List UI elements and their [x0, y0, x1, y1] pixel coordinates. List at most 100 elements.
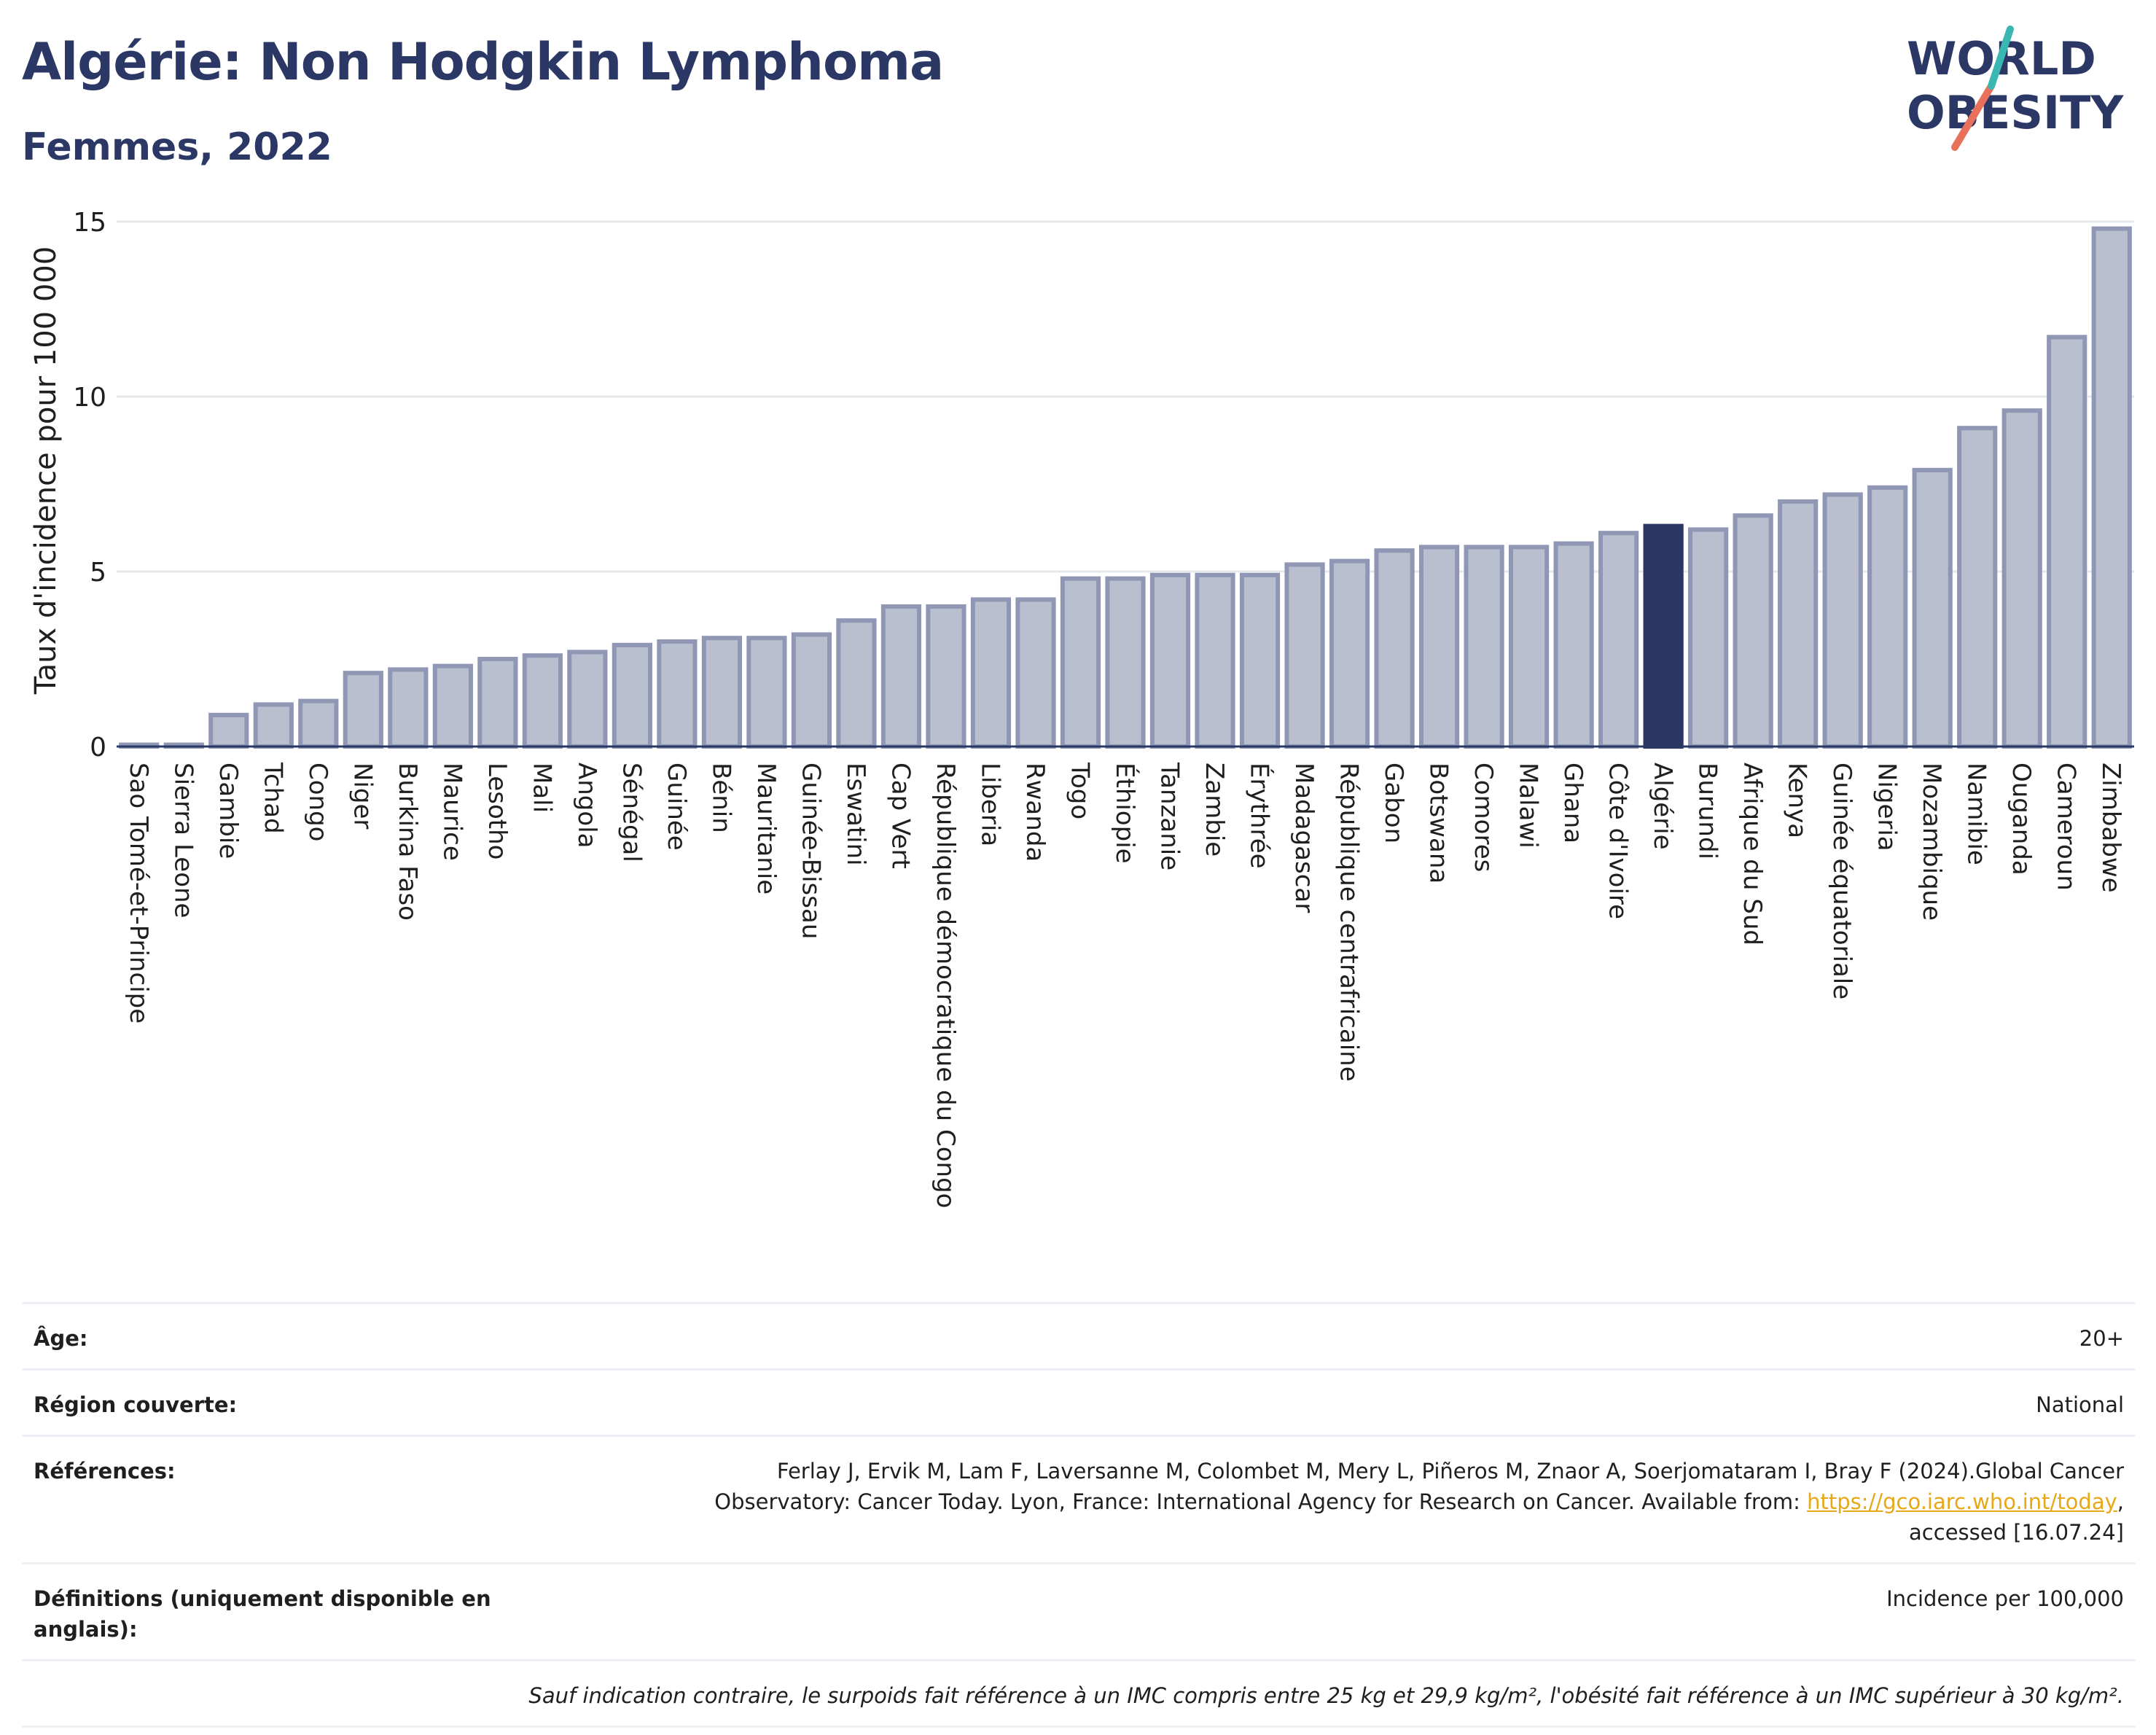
bars: [119, 226, 2132, 749]
x-tick-label: Guinée-Bissau: [796, 763, 825, 939]
x-tick-label: Burkina Faso: [393, 763, 422, 921]
x-tick-label: Bénin: [706, 763, 735, 833]
bar: [1015, 597, 1056, 749]
bar: [746, 636, 787, 749]
bar: [1733, 513, 1773, 749]
x-tick-label: Cameroun: [2052, 763, 2081, 891]
x-tick-label: Malawi: [1514, 763, 1543, 849]
x-tick-label: Gabon: [1379, 763, 1408, 843]
logo-slash-teal: [1988, 26, 2014, 90]
references-line-2-text: Observatory: Cancer Today. Lyon, France:…: [714, 1489, 1808, 1514]
age-value: 20+: [2079, 1326, 2124, 1351]
x-tick-label: Mozambique: [1917, 763, 1946, 921]
bar: [1598, 531, 1639, 749]
y-tick-label: 0: [90, 733, 106, 763]
x-tick-label: Afrique du Sud: [1738, 763, 1767, 946]
bar-highlight: [1643, 523, 1684, 749]
x-tick-label: Angola: [572, 763, 601, 848]
x-tick-label: Zimbabwe: [2096, 763, 2125, 893]
references-line-2-end: ,: [2117, 1489, 2124, 1514]
definitions-label: Définitions (uniquement disponible en an…: [34, 1586, 491, 1642]
definitions-value: Incidence per 100,000: [1886, 1586, 2124, 1611]
bar: [791, 632, 832, 749]
bar: [880, 604, 922, 749]
y-axis-label: Taux d'incidence pour 100 000: [29, 246, 63, 695]
bar: [612, 642, 652, 749]
bar: [1060, 576, 1101, 749]
bar: [388, 667, 429, 749]
bar: [343, 671, 383, 749]
bar: [1867, 485, 1908, 749]
bar: [926, 604, 966, 749]
references-label: Références:: [34, 1459, 176, 1483]
bar: [701, 636, 743, 749]
meta-row-references: Références: Ferlay J, Ervik M, Lam F, La…: [22, 1435, 2136, 1562]
x-tick-label: Sao Tomé-et-Principe: [124, 763, 153, 1024]
bar: [1508, 545, 1550, 749]
x-tick-label: Guinée: [662, 763, 691, 851]
bar: [970, 597, 1012, 749]
age-label: Âge:: [34, 1326, 88, 1351]
bar: [657, 639, 698, 749]
bar: [1418, 545, 1460, 749]
bar: [1149, 572, 1191, 749]
x-tick-label: Cap Vert: [886, 763, 915, 869]
bar-chart: 0 5 10 15 Sao Tomé-et-Principe Sierra Leone Ga…: [29, 208, 2134, 1208]
references-link[interactable]: https://gco.iarc.who.int/today: [1807, 1489, 2117, 1514]
y-tick-label: 5: [90, 558, 106, 588]
x-tick-label: Mali: [527, 763, 556, 813]
bar: [1329, 558, 1370, 749]
x-tick-label: Congo: [303, 763, 332, 841]
bar: [253, 702, 294, 749]
bar: [1195, 572, 1235, 749]
bar: [2047, 335, 2087, 749]
bar: [567, 650, 608, 749]
x-tick-label: Liberia: [975, 763, 1004, 846]
x-tick-label: Rwanda: [1020, 763, 1050, 862]
x-tick-label: Sénégal: [617, 763, 646, 862]
x-tick-label: Togo: [1065, 762, 1094, 819]
region-value: National: [2036, 1392, 2124, 1417]
bar: [1239, 572, 1281, 749]
x-tick-label: Sierra Leone: [168, 763, 198, 918]
references-value: Ferlay J, Ervik M, Lam F, Laversanne M, …: [536, 1456, 2124, 1548]
x-tick-label: Érythrée: [1245, 763, 1275, 869]
x-tick-label: Lesotho: [483, 763, 512, 859]
x-tick-label: Tanzanie: [1155, 762, 1184, 870]
y-tick-label: 15: [73, 208, 106, 238]
bar: [522, 653, 563, 749]
metadata-table: Âge: 20+ Région couverte: National Référ…: [22, 1302, 2136, 1728]
chart-title: Algérie: Non Hodgkin Lymphoma: [22, 32, 944, 92]
bar: [1464, 545, 1504, 749]
footnote: Sauf indication contraire, le surpoids f…: [528, 1683, 2124, 1708]
x-tick-label: Kenya: [1783, 763, 1812, 838]
x-tick-label: République démocratique du Congo: [931, 763, 960, 1208]
world-obesity-logo: WORLD OBESITY: [1907, 26, 2124, 151]
bar: [208, 712, 249, 749]
x-tick-label: Gambie: [214, 763, 243, 859]
x-tick-label: Burundi: [1693, 763, 1722, 859]
bar: [1374, 548, 1415, 749]
x-tick-label: Madagascar: [1289, 763, 1319, 913]
x-tick-label: Tchad: [258, 762, 287, 834]
bar: [1957, 426, 1998, 749]
x-tick-label: Namibie: [1962, 763, 1991, 865]
x-tick-label: Eswatini: [841, 763, 870, 866]
region-label: Région couverte:: [34, 1392, 238, 1417]
x-tick-label: République centrafricaine: [1335, 763, 1364, 1082]
x-tick-label: Ghana: [1558, 763, 1587, 843]
references-line-2: Observatory: Cancer Today. Lyon, France:…: [536, 1486, 2124, 1517]
bar: [432, 663, 473, 749]
meta-row-region: Région couverte: National: [22, 1368, 2136, 1435]
references-line-3: accessed [16.07.24]: [1909, 1520, 2124, 1545]
x-tick-label: Niger: [348, 763, 377, 829]
logo-slash-red: [1951, 82, 1995, 151]
x-tick-label: Algérie: [1648, 763, 1677, 850]
chart-subtitle: Femmes, 2022: [22, 125, 332, 169]
bar: [836, 618, 877, 749]
x-tick-label: Éthiopie: [1110, 763, 1140, 864]
y-tick-label: 10: [73, 383, 106, 413]
logo-text-obesity: OBESITY: [1907, 86, 2124, 139]
bar: [1912, 467, 1953, 749]
bar: [2091, 226, 2132, 749]
